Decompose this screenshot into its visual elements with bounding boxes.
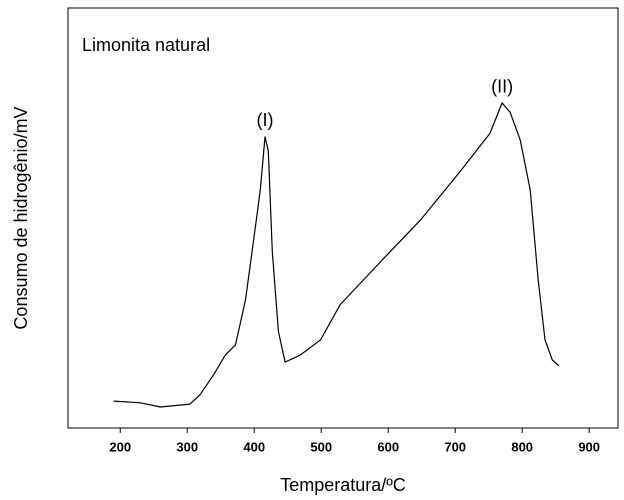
x-tick-label: 400 <box>243 439 265 454</box>
x-tick-label: 200 <box>109 439 131 454</box>
data-line <box>113 102 560 408</box>
x-tick-label: 700 <box>444 439 466 454</box>
series-label: Limonita natural <box>82 35 210 55</box>
x-tick-label: 300 <box>176 439 198 454</box>
x-tick-label: 800 <box>511 439 533 454</box>
annotation: (II) <box>491 77 513 97</box>
y-axis-label: Consumo de hidrogênio/mV <box>11 106 31 329</box>
x-tick-label: 900 <box>578 439 600 454</box>
plot-frame <box>67 7 619 429</box>
x-axis-label: Temperatura/ºC <box>280 475 406 495</box>
x-tick-label: 500 <box>310 439 332 454</box>
x-tick-label: 600 <box>377 439 399 454</box>
annotation: (I) <box>256 110 273 130</box>
